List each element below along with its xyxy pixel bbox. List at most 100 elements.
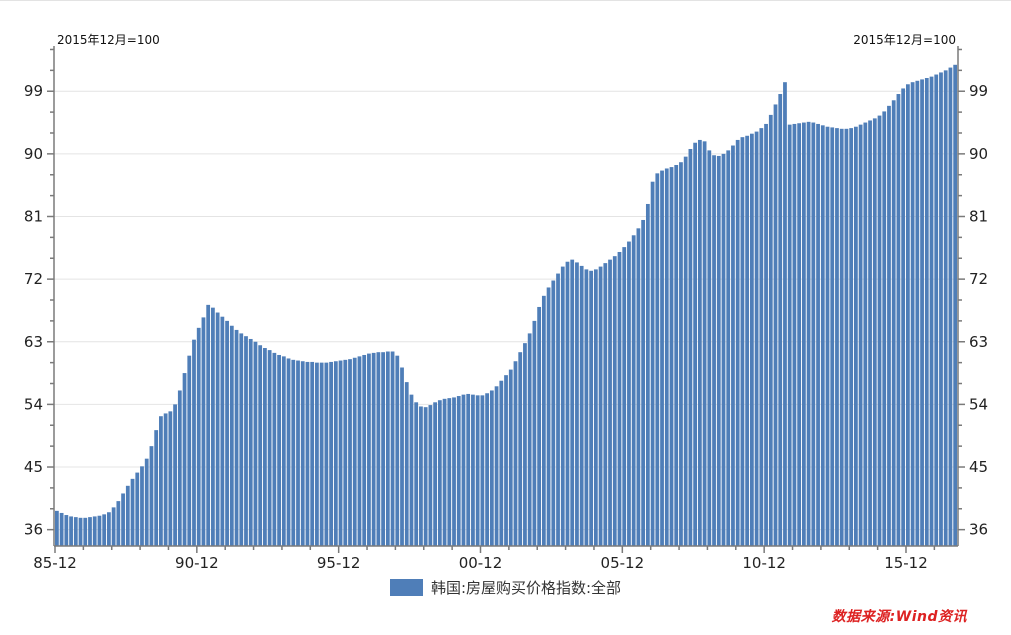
- bar: [494, 386, 499, 546]
- bar: [513, 361, 518, 546]
- bar: [466, 393, 471, 546]
- bar: [253, 341, 258, 546]
- bar: [541, 295, 546, 546]
- bar: [683, 156, 688, 546]
- bar: [239, 333, 244, 546]
- bar: [872, 118, 877, 547]
- bar: [296, 360, 300, 546]
- bar: [575, 262, 579, 546]
- bar: [773, 104, 778, 547]
- bar: [811, 122, 816, 546]
- bar: [887, 105, 891, 547]
- bar: [177, 390, 182, 546]
- bar: [749, 133, 754, 546]
- bar: [59, 512, 64, 546]
- bar: [428, 405, 433, 546]
- bar: [168, 411, 173, 546]
- bar: [707, 150, 712, 546]
- bar: [546, 287, 551, 546]
- bar: [485, 393, 490, 546]
- bar: [409, 394, 414, 546]
- bar: [456, 396, 461, 546]
- bar: [154, 430, 159, 546]
- bar: [300, 361, 305, 546]
- bar: [92, 516, 97, 546]
- bar: [853, 126, 858, 547]
- bar: [504, 375, 508, 546]
- bar: [910, 82, 915, 547]
- y-tick-label-left: 81: [24, 207, 43, 225]
- bar: [461, 394, 466, 546]
- bar: [367, 353, 371, 546]
- bar: [801, 122, 806, 546]
- y-tick-label-right: 45: [969, 458, 988, 476]
- bar: [267, 350, 272, 546]
- bar: [735, 139, 740, 546]
- bar: [674, 164, 679, 546]
- bar: [286, 358, 291, 546]
- bar: [645, 203, 650, 546]
- y-tick-label-left: 54: [24, 395, 43, 413]
- bar: [934, 74, 939, 546]
- bar: [437, 400, 442, 546]
- bar: [731, 145, 735, 546]
- bar: [348, 359, 352, 546]
- bar: [693, 142, 698, 546]
- x-tick-label: 15-12: [884, 554, 928, 572]
- bar: [400, 367, 404, 546]
- legend-label: 韩国:房屋购买价格指数:全部: [430, 579, 622, 597]
- x-tick-label: 90-12: [175, 554, 219, 572]
- bar: [277, 354, 281, 546]
- index-base-note-right: 2015年12月=100: [853, 33, 956, 47]
- legend: 韩国:房屋购买价格指数:全部: [0, 577, 1011, 598]
- bar: [631, 235, 636, 546]
- bar: [726, 150, 731, 546]
- bar: [787, 124, 792, 546]
- axes: 36 36 45 45 54 54 63 63 72 72 81 81 90 90 99 99 85-12 90-…: [24, 46, 988, 572]
- bar: [310, 361, 315, 546]
- bar: [820, 125, 825, 546]
- bar: [570, 259, 575, 546]
- bar: [948, 67, 953, 546]
- bar: [258, 345, 263, 546]
- y-tick-label-left: 36: [24, 521, 43, 539]
- bar: [560, 266, 565, 546]
- bar: [882, 111, 887, 546]
- bar: [423, 407, 428, 546]
- bar: [877, 115, 882, 547]
- y-tick-label-right: 72: [969, 270, 988, 288]
- data-source-note: 数据来源:Wind资讯: [831, 609, 967, 625]
- bar: [924, 78, 929, 546]
- bar: [523, 343, 527, 546]
- bar: [272, 352, 277, 546]
- bar: [376, 352, 381, 546]
- bar: [319, 362, 324, 546]
- bar: [390, 351, 395, 546]
- y-tick-label-left: 45: [24, 458, 43, 476]
- x-tick-label: 85-12: [33, 554, 77, 572]
- bar: [754, 131, 759, 547]
- bar: [905, 84, 910, 547]
- legend-swatch: [389, 579, 423, 596]
- bar: [107, 512, 111, 546]
- bar: [159, 416, 163, 546]
- bar: [499, 380, 504, 546]
- bar: [206, 304, 211, 546]
- bar: [385, 351, 390, 546]
- bar: [475, 395, 480, 546]
- bar: [508, 369, 513, 546]
- bar: [338, 360, 343, 546]
- bar: [489, 390, 494, 546]
- bar: [192, 339, 196, 546]
- bar: [371, 352, 376, 546]
- bar: [281, 356, 286, 546]
- bar: [764, 123, 768, 546]
- x-tick-label: 00-12: [459, 554, 503, 572]
- bar: [97, 515, 102, 546]
- bar-series: [55, 64, 958, 547]
- bar: [943, 70, 948, 547]
- bar: [641, 219, 646, 546]
- bar: [603, 263, 608, 546]
- bar: [116, 501, 121, 546]
